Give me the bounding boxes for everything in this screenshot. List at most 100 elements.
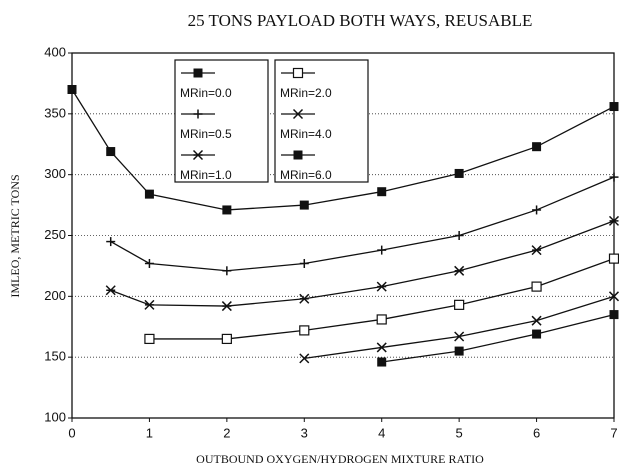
marker [293,150,303,160]
marker-shape [144,189,154,199]
marker [67,85,77,94]
marker [609,102,619,112]
marker [531,245,542,256]
y-tick-label: 250 [44,227,66,242]
x-tick-label: 3 [301,425,308,440]
marker [376,342,387,353]
marker-stroke [531,315,542,326]
x-tick-label: 4 [378,425,385,440]
x-tick-label: 1 [146,425,153,440]
marker [299,200,309,210]
marker [193,109,203,119]
marker [222,205,232,215]
marker-stroke [531,245,542,256]
marker [377,357,387,367]
marker-shape [292,67,304,79]
marker [299,258,309,268]
marker-stroke [192,149,204,161]
marker-stroke [454,331,465,342]
marker [193,68,203,78]
legend-entry: MRin=6.0 [280,150,332,182]
y-tick-label: 350 [44,105,66,120]
legend-label: MRin=0.5 [180,127,232,141]
legend-box [274,59,369,183]
legend-label: MRin=4.0 [280,127,332,141]
marker [531,281,542,292]
marker-stroke [608,215,619,226]
marker-shape [222,205,232,215]
marker [292,67,304,79]
marker [454,299,465,310]
series-line [110,220,615,307]
marker [377,187,387,197]
legend-label: MRin=0.0 [180,86,232,100]
x-tick-label: 7 [610,425,617,440]
legend-box [174,59,269,183]
marker [608,215,619,226]
marker-shape [454,299,465,310]
plot-frame [71,52,615,419]
x-tick-label: 0 [68,425,75,440]
marker-stroke [292,108,304,120]
marker [454,346,464,356]
marker-shape [609,102,619,112]
legend-label: MRin=6.0 [280,168,332,182]
marker-stroke [608,291,619,302]
chart-title: 25 TONS PAYLOAD BOTH WAYS, REUSABLE [188,11,533,30]
marker-shape [293,150,303,160]
marker [292,108,304,120]
marker [454,168,464,178]
marker [144,189,154,199]
y-axis-label: IMLEO, METRIC TONS [8,174,22,297]
y-tick-label: 300 [44,166,66,181]
marker [609,310,619,320]
marker-stroke [221,301,232,312]
marker-stroke [376,281,387,292]
marker [532,205,542,215]
x-tick-label: 2 [223,425,230,440]
marker [144,333,155,345]
y-tick-label: 200 [44,288,66,303]
marker-shape [609,310,619,320]
marker-shape [608,253,619,264]
marker [376,281,387,292]
marker [532,142,542,152]
marker-stroke [454,265,465,276]
marker-shape [299,325,310,336]
marker [299,293,310,304]
marker-shape [532,142,542,152]
marker-shape [454,346,464,356]
marker [221,301,232,312]
marker [105,285,116,296]
marker [221,333,232,345]
legend-label: MRin=1.0 [180,168,232,182]
legend-entry: MRin=2.0 [280,67,332,100]
marker [299,353,310,364]
marker [454,231,464,240]
legend-entry: MRin=0.5 [180,109,232,141]
x-tick-label: 6 [533,425,540,440]
marker-stroke [376,342,387,353]
marker [144,299,155,310]
marker [377,245,387,255]
series-line [110,176,615,272]
marker-shape [532,329,542,339]
marker [609,172,619,182]
marker [144,258,154,268]
y-tick-label: 100 [44,409,66,424]
marker-shape [299,200,309,210]
y-tick-label: 400 [44,44,66,59]
marker [106,237,116,247]
marker [299,325,310,336]
marker [222,266,232,276]
y-tick-label: 150 [44,349,66,364]
marker-shape [144,333,155,345]
marker [454,331,465,342]
marker-shape [376,314,387,325]
marker-stroke [299,353,310,364]
legend-entry: MRin=0.0 [180,68,232,100]
marker-shape [67,85,77,94]
legend-label: MRin=2.0 [280,86,332,100]
marker-shape [193,68,203,78]
